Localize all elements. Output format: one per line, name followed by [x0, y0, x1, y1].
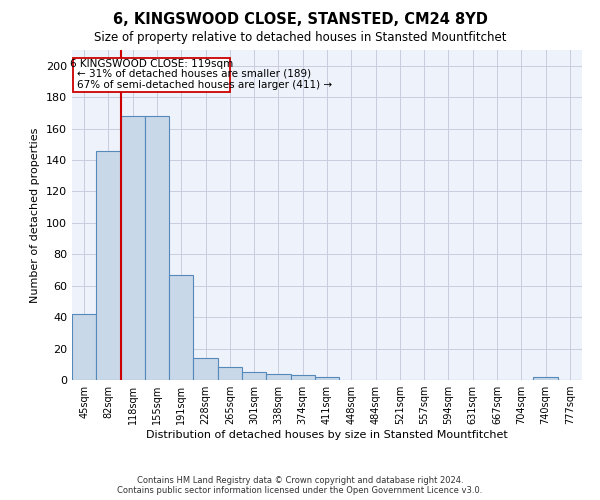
- Bar: [533, 377, 558, 380]
- Bar: [72, 314, 96, 380]
- Bar: [315, 377, 339, 380]
- Bar: [266, 374, 290, 380]
- Bar: [145, 116, 169, 380]
- Text: 6 KINGSWOOD CLOSE: 119sqm: 6 KINGSWOOD CLOSE: 119sqm: [70, 58, 233, 68]
- Bar: [290, 376, 315, 380]
- X-axis label: Distribution of detached houses by size in Stansted Mountfitchet: Distribution of detached houses by size …: [146, 430, 508, 440]
- Text: Size of property relative to detached houses in Stansted Mountfitchet: Size of property relative to detached ho…: [94, 31, 506, 44]
- Y-axis label: Number of detached properties: Number of detached properties: [31, 128, 40, 302]
- Text: ← 31% of detached houses are smaller (189): ← 31% of detached houses are smaller (18…: [77, 69, 311, 79]
- Bar: [121, 116, 145, 380]
- Bar: [96, 150, 121, 380]
- Text: Contains HM Land Registry data © Crown copyright and database right 2024.
Contai: Contains HM Land Registry data © Crown c…: [118, 476, 482, 495]
- Text: 67% of semi-detached houses are larger (411) →: 67% of semi-detached houses are larger (…: [77, 80, 332, 90]
- Bar: [193, 358, 218, 380]
- Text: 6, KINGSWOOD CLOSE, STANSTED, CM24 8YD: 6, KINGSWOOD CLOSE, STANSTED, CM24 8YD: [113, 12, 487, 28]
- FancyBboxPatch shape: [73, 58, 230, 92]
- Bar: [218, 368, 242, 380]
- Bar: [169, 274, 193, 380]
- Bar: [242, 372, 266, 380]
